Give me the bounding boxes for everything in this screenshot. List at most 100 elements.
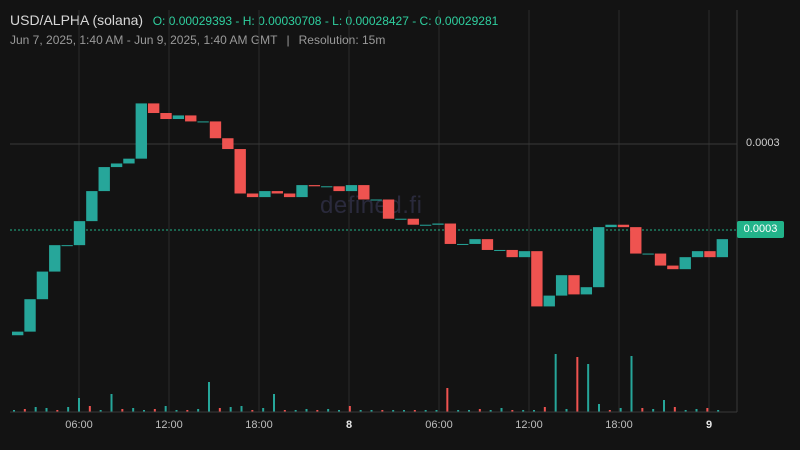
candle: [49, 245, 61, 272]
volume-bar: [684, 410, 687, 412]
volume-bar: [186, 410, 189, 412]
volume-bar: [598, 404, 600, 412]
chart-axes: [10, 10, 738, 413]
candle: [654, 253, 667, 266]
candle: [506, 249, 518, 258]
chart-header: USD/ALPHA (solana) O: 0.00029393 - H: 0.…: [10, 12, 498, 28]
volume-bar: [99, 410, 102, 412]
candle: [444, 223, 457, 244]
candle: [222, 138, 234, 150]
candle: [36, 271, 49, 300]
candle: [457, 243, 469, 245]
candle: [86, 191, 98, 222]
candle: [395, 218, 407, 220]
candle: [358, 185, 370, 200]
volume-bar: [608, 410, 611, 412]
candle: [135, 103, 147, 159]
volume-bar: [175, 410, 178, 412]
candle: [246, 193, 259, 198]
candle: [345, 185, 358, 192]
volume-bar: [13, 410, 15, 412]
candle: [555, 275, 568, 296]
candle: [605, 224, 617, 228]
volume-bar: [413, 410, 416, 412]
volume-bar: [619, 408, 622, 412]
volume-bar: [327, 409, 330, 412]
volume-bar: [273, 394, 275, 412]
volume-bar: [630, 356, 633, 412]
volume-bar: [457, 410, 460, 412]
volume-bar: [478, 409, 481, 412]
volume-bar: [500, 408, 503, 412]
candle: [123, 158, 135, 164]
resolution-label: Resolution: 15m: [298, 33, 386, 47]
volume-bar: [262, 408, 265, 412]
volume-bar: [565, 409, 568, 412]
candle: [234, 149, 246, 194]
volume-bar: [338, 410, 340, 412]
candle: [481, 239, 494, 250]
volume-bar: [543, 407, 546, 412]
volume-bar: [153, 409, 156, 412]
time-axis-label: 18:00: [245, 419, 273, 431]
pair-symbol: USD/ALPHA (solana): [10, 12, 144, 28]
time-axis-label: 18:00: [605, 419, 633, 431]
candle: [642, 253, 654, 255]
volume-bar: [23, 409, 26, 412]
volume-bar: [197, 409, 200, 412]
volume-bar: [240, 406, 243, 412]
volume-bar: [132, 408, 135, 412]
chart-subheader: Jun 7, 2025, 1:40 AM - Jun 9, 2025, 1:40…: [10, 33, 385, 47]
candle: [716, 239, 728, 258]
time-axis-label: 06:00: [425, 419, 453, 431]
ohlc-values: O: 0.00029393 - H: 0.00030708 - L: 0.000…: [152, 14, 499, 28]
volume-bar: [446, 388, 449, 412]
candle: [469, 239, 481, 244]
volume-bar: [208, 382, 210, 412]
volume-bar: [370, 410, 373, 412]
volume-bar: [522, 410, 525, 412]
candle: [61, 245, 73, 247]
volume-bar: [435, 410, 438, 412]
volume-bar: [468, 410, 470, 412]
volume-bar: [218, 408, 221, 412]
time-axis-label: 06:00: [65, 419, 93, 431]
candle: [271, 191, 283, 194]
candle: [679, 257, 691, 270]
volume-bar: [587, 364, 590, 412]
candle: [432, 223, 444, 225]
volume-bar: [143, 410, 145, 412]
volume-bar: [641, 408, 644, 412]
volume-bar: [673, 407, 676, 412]
volume-bar: [251, 410, 254, 412]
header-separator: |: [286, 33, 290, 47]
candle: [630, 227, 642, 254]
volume-bar: [88, 406, 91, 412]
candle: [543, 295, 555, 307]
candle: [283, 193, 296, 198]
candle: [580, 287, 593, 295]
candle: [419, 224, 432, 226]
time-axis-label: 12:00: [515, 419, 543, 431]
volume-bar: [294, 410, 297, 412]
time-axis-label: 12:00: [155, 419, 183, 431]
volume-bar: [110, 394, 113, 412]
volume-bar: [576, 357, 579, 412]
candle: [617, 224, 630, 228]
candle: [12, 331, 24, 336]
volume-bar: [164, 406, 167, 412]
candle: [568, 275, 580, 295]
candle: [407, 218, 419, 225]
volume-bar: [489, 410, 492, 412]
volume-bar: [283, 410, 286, 412]
candle: [147, 103, 160, 114]
volume-bar: [348, 406, 351, 412]
candle: [494, 249, 506, 251]
volume-bar: [381, 410, 384, 412]
candle: [593, 227, 605, 288]
volume-bar: [533, 410, 535, 412]
volume-bar: [34, 407, 37, 412]
candle: [518, 251, 531, 258]
chart-grid: [10, 10, 737, 412]
